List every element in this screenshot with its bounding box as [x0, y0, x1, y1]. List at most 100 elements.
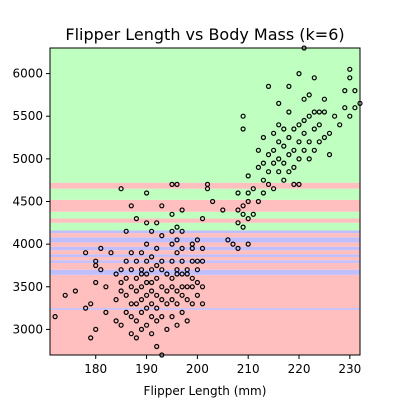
data-point: [286, 134, 292, 141]
data-point: [189, 301, 195, 307]
data-point: [179, 292, 185, 298]
data-point: [245, 190, 251, 196]
data-point: [276, 156, 282, 162]
region-green: [50, 222, 360, 231]
data-point: [235, 207, 241, 213]
data-point: [271, 186, 277, 192]
data-point: [123, 258, 129, 264]
data-point: [159, 267, 165, 273]
data-point: [179, 271, 185, 277]
data-point: [144, 241, 150, 247]
data-point: [113, 318, 119, 324]
data-point: [144, 292, 150, 298]
data-point: [306, 113, 312, 119]
data-point: [149, 331, 155, 337]
region-green: [50, 211, 360, 219]
y-tick-label: 6000: [12, 67, 43, 81]
data-point: [154, 318, 160, 324]
data-point: [174, 301, 180, 307]
data-point: [281, 177, 287, 183]
data-point: [174, 250, 180, 256]
data-point: [149, 288, 155, 294]
data-point: [154, 343, 160, 350]
data-point: [164, 288, 170, 294]
data-point: [245, 216, 251, 222]
y-axis-ticks: 3000 3500 4000 4500 5000 5500 6000: [12, 67, 50, 336]
data-point: [194, 258, 200, 264]
region-pink: [50, 256, 360, 261]
data-point: [296, 70, 302, 77]
data-point: [296, 139, 302, 145]
data-point: [306, 156, 312, 162]
data-point: [149, 267, 155, 273]
region-pink: [50, 274, 360, 309]
data-point: [265, 152, 272, 158]
data-point: [149, 254, 155, 260]
data-point: [281, 143, 287, 149]
data-point: [326, 152, 333, 158]
data-point: [271, 160, 277, 166]
data-point: [250, 211, 256, 217]
data-point: [179, 284, 185, 290]
data-point: [154, 292, 160, 298]
data-points: [52, 45, 363, 358]
data-point: [159, 233, 165, 239]
data-point: [276, 139, 282, 145]
data-point: [291, 147, 297, 153]
data-point: [296, 122, 302, 128]
data-point: [144, 322, 150, 328]
data-point: [199, 284, 206, 290]
data-point: [133, 335, 139, 341]
data-point: [154, 245, 160, 251]
data-point: [103, 284, 109, 290]
data-point: [169, 284, 175, 290]
data-point: [286, 152, 292, 158]
data-point: [123, 309, 129, 315]
data-point: [174, 181, 180, 187]
region-pink: [50, 242, 360, 247]
data-point: [352, 105, 358, 111]
data-point: [276, 122, 282, 128]
region-blue: [50, 269, 360, 275]
x-tick-label: 180: [84, 362, 107, 376]
data-point: [311, 75, 317, 81]
data-point: [342, 105, 348, 111]
data-point: [133, 275, 139, 281]
data-point: [159, 297, 165, 303]
data-point: [260, 160, 266, 166]
data-point: [118, 279, 124, 286]
data-point: [194, 279, 200, 286]
y-tick-label: 3500: [12, 280, 43, 294]
data-point: [301, 130, 307, 136]
data-point: [184, 284, 190, 290]
data-point: [123, 292, 129, 298]
data-point: [342, 87, 348, 94]
data-point: [113, 297, 119, 303]
data-point: [179, 207, 185, 213]
region-blue: [50, 237, 360, 243]
data-point: [179, 309, 185, 315]
y-tick-label: 3000: [12, 322, 43, 336]
data-point: [169, 211, 175, 217]
data-point: [235, 220, 241, 226]
data-point: [108, 250, 114, 256]
data-point: [128, 250, 134, 256]
data-point: [245, 198, 251, 205]
data-point: [281, 126, 287, 132]
data-point: [169, 241, 175, 247]
data-point: [240, 224, 246, 230]
x-tick-label: 210: [237, 362, 260, 376]
data-point: [260, 190, 266, 196]
data-point: [174, 267, 180, 273]
data-point: [199, 245, 206, 251]
data-point: [235, 190, 241, 196]
data-point: [337, 122, 343, 128]
region-pink: [50, 233, 360, 238]
data-point: [316, 139, 322, 145]
data-point: [133, 318, 139, 324]
data-point: [128, 203, 134, 209]
data-point: [271, 147, 277, 153]
data-point: [296, 181, 302, 187]
data-point: [88, 301, 94, 307]
region-green: [50, 188, 360, 200]
